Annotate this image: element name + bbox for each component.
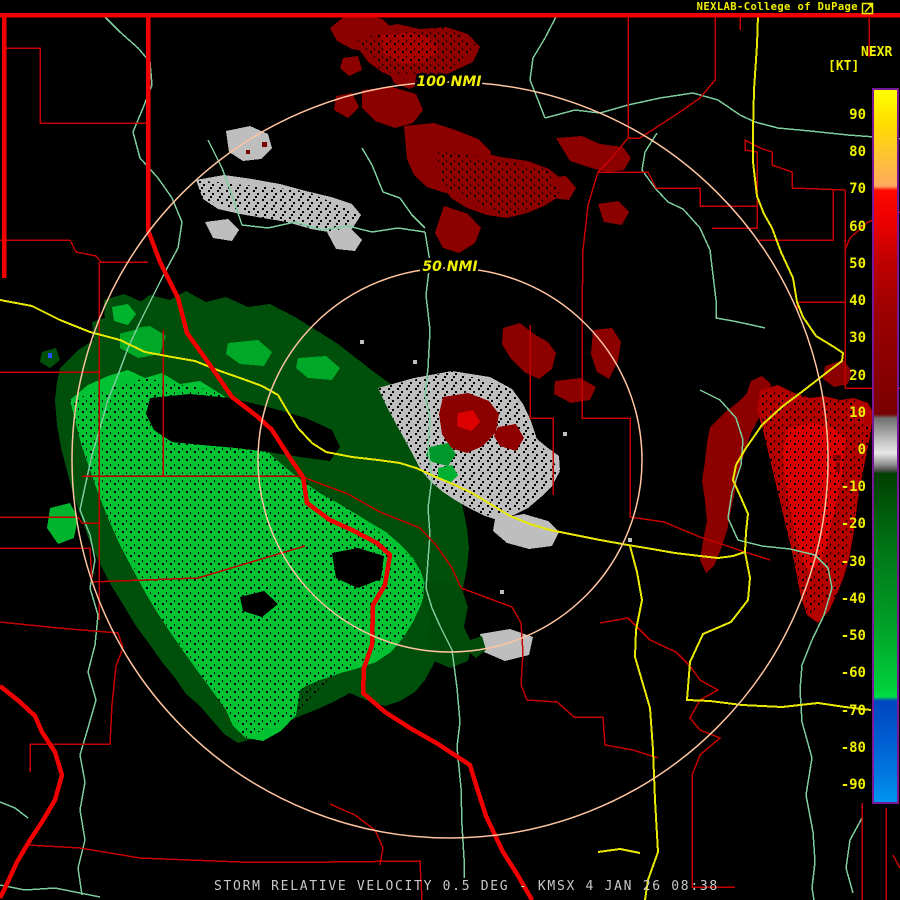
scale-tick-label: 40	[849, 293, 866, 310]
scale-tick-label: -90	[840, 777, 866, 794]
range-ring-label-100nmi: 100 NMI	[417, 74, 482, 90]
scale-tick-label: 80	[849, 144, 866, 161]
velocity-center-mixed	[426, 393, 524, 483]
highway-lines	[0, 14, 872, 900]
scale-units-label: [KT]	[828, 59, 860, 74]
external-link-icon	[861, 2, 874, 15]
scale-tick-label: -30	[840, 553, 866, 570]
range-ring-100nmi	[71, 81, 829, 839]
scale-tick-label: -80	[840, 739, 866, 756]
river-lines	[0, 14, 900, 900]
velocity-toward-green-region	[40, 291, 472, 743]
scale-tick-label: -60	[840, 665, 866, 682]
scale-tick-label: -10	[840, 479, 866, 496]
scale-tick-label: 30	[849, 330, 866, 347]
scale-tick-label: -20	[840, 516, 866, 533]
scale-tick-label: 90	[849, 106, 866, 123]
velocity-away-red-region-east	[700, 360, 873, 623]
product-title: STORM RELATIVE VELOCITY 0.5 DEG - KMSX 4…	[214, 879, 719, 894]
scale-tick-label: -50	[840, 628, 866, 645]
velocity-color-scale	[872, 88, 899, 804]
scale-tick-label: 50	[849, 255, 866, 272]
range-ring-label-50nmi: 50 NMI	[422, 259, 477, 275]
scale-tick-label: -70	[840, 702, 866, 719]
scale-title: NEXR	[861, 45, 893, 60]
scale-tick-label: -40	[840, 590, 866, 607]
scale-tick-label: 10	[849, 404, 866, 421]
scale-tick-label: 60	[849, 218, 866, 235]
state-border-lines	[0, 12, 900, 900]
scale-tick-label: 70	[849, 181, 866, 198]
scale-tick-label: 0	[857, 442, 866, 458]
velocity-away-red-region-north	[330, 14, 631, 403]
brand-text: NEXLAB-College of DuPage	[696, 1, 858, 13]
range-ring-50nmi	[257, 267, 643, 653]
scale-tick-label: 20	[849, 367, 866, 384]
